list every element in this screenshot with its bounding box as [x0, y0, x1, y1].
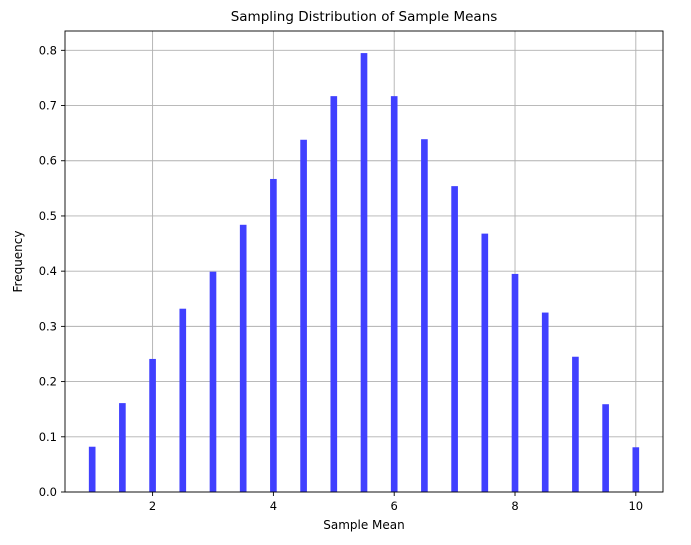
bar: [209, 271, 217, 492]
bar: [632, 447, 640, 492]
bar: [390, 96, 398, 492]
y-tick-label: 0.4: [39, 264, 57, 278]
bar: [270, 178, 277, 492]
bar: [330, 96, 338, 492]
bar: [421, 139, 428, 492]
bar: [88, 446, 96, 492]
bar: [511, 273, 519, 492]
bar: [572, 356, 579, 492]
y-tick-label: 0.8: [39, 43, 57, 57]
x-tick-label: 8: [511, 499, 518, 513]
bar: [451, 186, 458, 492]
y-tick-label: 0.7: [39, 99, 57, 113]
chart-title: Sampling Distribution of Sample Means: [231, 9, 498, 25]
y-tick-label: 0.0: [39, 485, 57, 499]
x-tick-label: 10: [628, 499, 643, 513]
bar: [360, 53, 368, 492]
bar: [602, 404, 609, 492]
x-tick-label: 6: [391, 499, 398, 513]
bar: [481, 233, 489, 493]
x-axis-label: Sample Mean: [323, 518, 405, 532]
bar: [300, 139, 307, 492]
bar: [239, 224, 247, 492]
plot-frame: [64, 30, 664, 493]
tick-layer: 2 4 6 8 10 0.0 0.1 0.2 0.3 0.4 0.5 0.6 0.7 0.8: [39, 43, 643, 513]
y-tick-label: 0.1: [39, 430, 57, 444]
bar: [541, 312, 549, 492]
bar-layer: [88, 53, 640, 493]
bar: [179, 308, 187, 492]
x-tick-label: 2: [149, 499, 156, 513]
y-tick-label: 0.3: [39, 319, 57, 333]
y-tick-label: 0.6: [39, 154, 57, 168]
bar: [149, 358, 156, 492]
bar: [119, 403, 126, 492]
y-axis-label: Frequency: [11, 231, 25, 293]
x-tick-label: 4: [270, 499, 277, 513]
y-tick-label: 0.5: [39, 209, 57, 223]
y-tick-label: 0.2: [39, 375, 57, 389]
